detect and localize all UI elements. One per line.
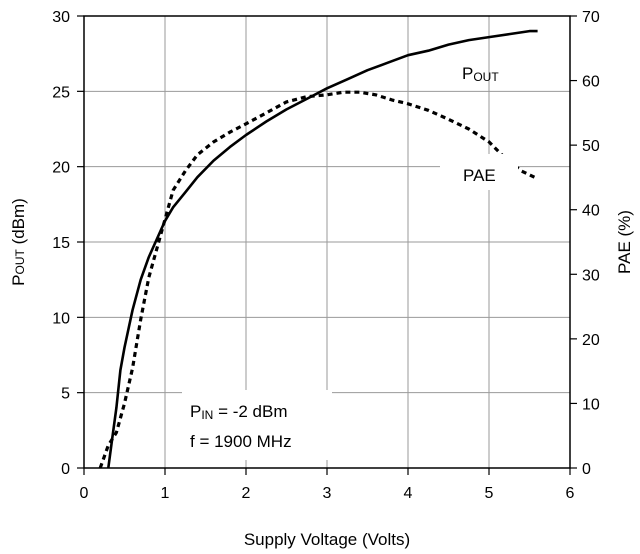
pin-annotation-sub: IN xyxy=(201,408,213,422)
y-left-label-unit: (dBm) xyxy=(9,198,28,249)
y-right-tick-label: 10 xyxy=(582,396,600,413)
y-right-tick-label: 20 xyxy=(582,332,600,349)
y-right-tick-label: 40 xyxy=(582,203,600,220)
y-left-axis-label: POUT (dBm) xyxy=(9,198,28,286)
y-left-tick-label: 15 xyxy=(52,235,70,252)
pin-annotation-rest: = -2 dBm xyxy=(213,402,287,421)
pin-annotation-main: P xyxy=(190,402,201,421)
y-left-tick-label: 20 xyxy=(52,160,70,177)
x-tick-label: 1 xyxy=(161,485,170,502)
y-left-tick-label: 5 xyxy=(61,386,70,403)
x-tick-label: 6 xyxy=(566,485,575,502)
pae-label-bg xyxy=(440,154,518,190)
pout-annotation-main: P xyxy=(462,64,473,83)
y-right-tick-label: 50 xyxy=(582,138,600,155)
series-layer xyxy=(98,29,539,469)
y-right-tick-label: 60 xyxy=(582,74,600,91)
pin-annotation: PIN = -2 dBm xyxy=(190,402,288,422)
y-left-tick-label: 30 xyxy=(52,9,70,26)
y-left-label-main: P xyxy=(9,275,28,286)
pout-annotation: POUT xyxy=(462,64,499,84)
x-tick-label: 2 xyxy=(242,485,251,502)
y-left-tick-label: 0 xyxy=(61,461,70,478)
pout-annotation-sub: OUT xyxy=(473,70,499,84)
x-tick-label: 5 xyxy=(485,485,494,502)
y-right-axis-label: PAE (%) xyxy=(615,210,634,274)
x-tick-label: 0 xyxy=(80,485,89,502)
pae-annotation: PAE xyxy=(463,166,496,185)
x-tick-label: 4 xyxy=(404,485,413,502)
freq-annotation: f = 1900 MHz xyxy=(190,432,292,451)
y-left-label-sub: OUT xyxy=(13,249,27,275)
pout-series-line xyxy=(107,29,538,469)
y-right-tick-label: 30 xyxy=(582,267,600,284)
x-axis-label: Supply Voltage (Volts) xyxy=(244,530,410,549)
y-left-tick-label: 10 xyxy=(52,310,70,327)
x-tick-label: 3 xyxy=(323,485,332,502)
y-right-tick-label: 0 xyxy=(582,461,591,478)
pin-box-bg xyxy=(182,390,332,460)
pae-series-line xyxy=(98,90,539,469)
y-left-tick-label: 25 xyxy=(52,84,70,101)
y-right-tick-label: 70 xyxy=(582,9,600,26)
